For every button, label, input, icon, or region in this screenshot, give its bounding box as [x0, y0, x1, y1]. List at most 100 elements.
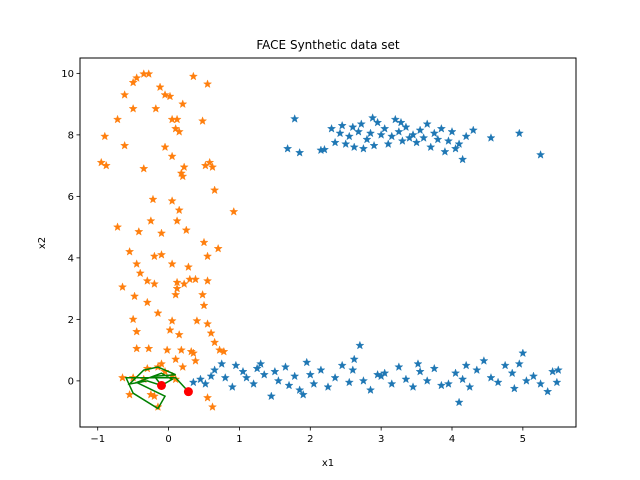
data-point: [316, 365, 326, 374]
data-point: [486, 373, 496, 382]
data-point: [117, 282, 128, 291]
data-point: [125, 246, 135, 256]
data-point: [335, 128, 345, 138]
data-point: [358, 376, 368, 385]
data-point: [192, 316, 202, 325]
endpoint-marker: [183, 387, 193, 397]
data-point: [149, 391, 159, 401]
data-point: [521, 376, 531, 385]
data-point: [552, 377, 562, 387]
data-point: [149, 279, 159, 288]
data-point: [199, 300, 209, 310]
data-point: [380, 123, 390, 133]
data-point: [454, 139, 464, 148]
data-point: [443, 379, 453, 388]
data-point: [179, 162, 189, 172]
data-point: [135, 268, 145, 278]
data-point: [368, 113, 378, 122]
y-tick-label: 10: [61, 69, 74, 80]
data-point: [330, 137, 340, 147]
data-point: [383, 139, 393, 148]
data-point: [144, 343, 154, 353]
data-point: [132, 343, 142, 353]
y-tick-label: 6: [68, 192, 74, 203]
data-point: [156, 250, 167, 259]
data-point: [200, 379, 210, 388]
data-point: [210, 365, 220, 374]
data-point: [394, 362, 404, 371]
data-point: [165, 91, 175, 101]
data-point: [117, 373, 128, 382]
data-point: [128, 314, 138, 324]
data-point: [195, 374, 205, 384]
data-point: [429, 363, 439, 373]
data-point: [203, 79, 213, 89]
data-point: [348, 365, 358, 374]
data-point: [207, 162, 218, 172]
data-point: [394, 127, 404, 136]
data-point: [203, 393, 213, 402]
data-point: [415, 125, 425, 135]
data-point: [408, 130, 418, 139]
y-tick-label: 0: [68, 376, 74, 387]
data-point: [451, 368, 461, 378]
data-point: [528, 371, 539, 381]
data-point: [397, 136, 407, 145]
data-point: [167, 151, 177, 161]
x-tick-label: −1: [90, 434, 105, 445]
data-point: [514, 128, 524, 138]
data-point: [259, 369, 269, 379]
data-point: [148, 194, 158, 204]
data-point: [207, 402, 218, 411]
data-point: [290, 114, 300, 123]
plot-area: [96, 69, 563, 411]
data-point: [128, 103, 138, 113]
data-point: [295, 385, 305, 394]
data-point: [220, 373, 230, 382]
data-point: [146, 216, 156, 225]
data-point: [186, 346, 196, 356]
data-point: [327, 123, 337, 133]
data-point: [283, 143, 293, 153]
data-point: [390, 114, 400, 124]
data-point: [190, 356, 201, 365]
data-point: [128, 77, 138, 87]
data-point: [323, 382, 333, 391]
series-1: [188, 113, 563, 407]
data-point: [369, 140, 379, 150]
data-point: [413, 359, 423, 368]
data-point: [100, 131, 110, 141]
data-point: [120, 90, 130, 99]
data-point: [210, 185, 220, 195]
data-point: [305, 369, 315, 379]
series-2: [96, 69, 239, 411]
data-point: [155, 82, 165, 92]
data-point: [302, 357, 312, 367]
data-point: [518, 348, 528, 358]
data-point: [447, 127, 457, 136]
data-point: [120, 140, 130, 150]
x-tick-label: 5: [520, 434, 526, 445]
data-point: [229, 206, 239, 216]
data-point: [160, 90, 170, 99]
data-point: [172, 216, 182, 225]
data-point: [454, 397, 464, 407]
data-point: [479, 356, 489, 365]
data-point: [337, 360, 347, 370]
data-point: [174, 127, 184, 136]
data-point: [231, 360, 241, 370]
data-point: [241, 373, 252, 382]
data-point: [401, 374, 411, 384]
data-point: [203, 319, 213, 328]
data-point: [249, 379, 259, 388]
data-point: [144, 69, 154, 78]
data-point: [203, 276, 213, 285]
data-point: [290, 371, 300, 381]
data-point: [160, 366, 170, 376]
data-point: [472, 365, 482, 374]
data-point: [436, 380, 446, 390]
y-axis-ticks: 0 2 4 6 8 10: [61, 69, 80, 387]
data-point: [344, 377, 354, 387]
x-tick-label: 3: [378, 434, 384, 445]
